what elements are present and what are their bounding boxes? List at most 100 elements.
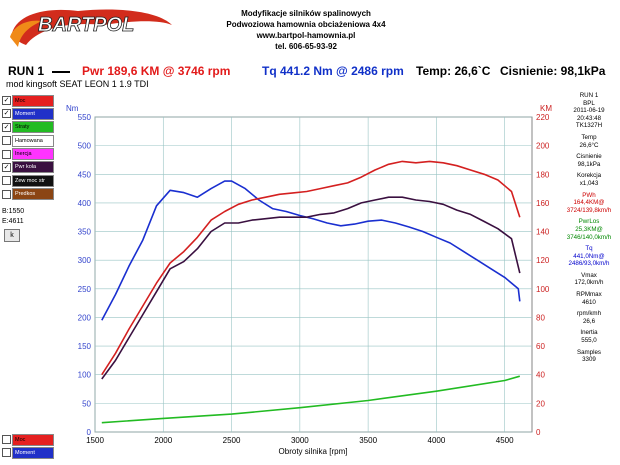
info-block: Vmax 172,0km/h xyxy=(563,272,615,287)
legend-swatch: Inercja xyxy=(12,148,54,161)
right-tick-label: 120 xyxy=(536,256,550,265)
right-tick-label: 180 xyxy=(536,170,550,179)
grid-lines xyxy=(94,116,532,433)
legend-checkbox[interactable]: ✓ xyxy=(2,96,11,105)
legend-item-zew-moc-str[interactable]: Zew moc str xyxy=(2,174,54,187)
torque-summary: Tq 441.2 Nm @ 2486 rpm xyxy=(262,64,404,78)
legend-checkbox[interactable] xyxy=(2,136,11,146)
x-tick-label: 3000 xyxy=(291,436,309,445)
info-panel: RUN 1 BPL 2011-06-19 20:43:48 TK1327H Temp 26,… xyxy=(563,92,615,368)
legend-swatch: Hamowana xyxy=(12,134,54,147)
legend-checkbox[interactable]: ✓ xyxy=(2,162,11,172)
info-block: RPMmax 4610 xyxy=(563,291,615,306)
legend-item-moc[interactable]: Moc xyxy=(2,433,54,446)
data-lines xyxy=(101,160,521,424)
run-label: RUN 1 xyxy=(8,64,45,78)
info-block: RUN 1 BPL 2011-06-19 20:43:48 TK1327H xyxy=(563,92,615,130)
left-tick-label: 400 xyxy=(78,199,92,208)
info-line: Cisnienie xyxy=(576,153,602,161)
info-block: PwrLos 25,3KM@ 3746/140,0km/h xyxy=(563,218,615,241)
info-line: 3309 xyxy=(582,356,596,364)
legend-item-moc[interactable]: ✓ Moc xyxy=(2,94,54,107)
info-line: 2486/93,0km/h xyxy=(568,260,610,268)
info-line: rpm/kmh xyxy=(576,310,602,318)
x-tick-label: 2500 xyxy=(223,436,241,445)
right-tick-label: 160 xyxy=(536,199,550,208)
power-summary: Pwr 189,6 KM @ 3746 rpm xyxy=(82,64,231,78)
series-legend: ✓ Moc ✓ Moment ✓ Straty Hamowana Inercja ✓ Pwr ko… xyxy=(2,94,54,201)
legend-item-inercja[interactable]: Inercja xyxy=(2,148,54,161)
header-text: Modyfikacje silników spalinowych Podwozi… xyxy=(188,8,424,52)
axis-ticks: 1500 2000 2500 3000 3500 4000 4500050100150200… xyxy=(78,113,550,445)
right-tick-label: 40 xyxy=(536,371,545,380)
info-block: Inertia 555,0 xyxy=(563,329,615,344)
wheel-power-line xyxy=(101,196,521,380)
legend-item-hamowana[interactable]: Hamowana xyxy=(2,134,54,147)
model-label: mod kingsoft SEAT LEON 1 1.9 TDI xyxy=(6,79,149,89)
right-tick-label: 100 xyxy=(536,285,550,294)
legend-item-moment[interactable]: Moment xyxy=(2,446,54,459)
summary-bar: RUN 1 Pwr 189,6 KM @ 3746 rpm Tq 441.2 N… xyxy=(0,64,620,80)
temperature-summary: Temp: 26,6`C xyxy=(416,64,491,78)
x-tick-label: 4000 xyxy=(428,436,446,445)
info-line: 25,3KM@ xyxy=(575,225,603,233)
header-line-1: Modyfikacje silników spalinowych xyxy=(241,9,371,18)
info-block: Tq 441,0Nm@ 2486/93,0km/h xyxy=(563,245,615,268)
legend-swatch: Predkos xyxy=(12,188,54,201)
info-line: 3746/140,0km/h xyxy=(566,233,612,241)
info-line: 4610 xyxy=(582,298,596,306)
info-line: PwrLos xyxy=(578,218,600,226)
left-axis-unit: Nm xyxy=(66,104,79,113)
legend-swatch: Moment xyxy=(12,446,54,459)
left-tick-label: 150 xyxy=(78,342,92,351)
right-axis-unit: KM xyxy=(540,104,552,113)
info-line: 3724/139,8km/h xyxy=(566,206,612,214)
legend-checkbox[interactable] xyxy=(2,435,11,444)
legend-swatch: Moc xyxy=(12,94,54,107)
info-line: Inertia xyxy=(580,329,598,337)
header-line-3: www.bartpol-hamownia.pl xyxy=(256,31,356,40)
logo-text: BARTPOL xyxy=(38,14,134,36)
legend-swatch: Pwr kola xyxy=(12,161,54,174)
left-tick-label: 300 xyxy=(78,256,92,265)
left-tick-label: 200 xyxy=(78,313,92,322)
info-block: Samples 3309 xyxy=(563,349,615,364)
info-block: Temp 26,6°C xyxy=(563,134,615,149)
legend-checkbox[interactable]: ✓ xyxy=(2,122,11,132)
k-button[interactable]: k xyxy=(4,229,20,242)
right-tick-label: 60 xyxy=(536,342,545,351)
x-tick-label: 4500 xyxy=(496,436,514,445)
range-end: E:4611 xyxy=(2,218,24,225)
legend-checkbox[interactable] xyxy=(2,189,11,199)
left-tick-label: 450 xyxy=(78,170,92,179)
right-tick-label: 80 xyxy=(536,313,545,322)
info-line: Vmax xyxy=(581,271,597,279)
bottom-legend: Moc Moment xyxy=(2,433,54,460)
bartpol-logo: BARTPOL xyxy=(10,9,172,47)
run-line-swatch xyxy=(52,71,70,73)
x-tick-label: 3500 xyxy=(359,436,377,445)
info-line: Samples xyxy=(576,348,602,356)
legend-checkbox[interactable]: ✓ xyxy=(2,109,11,119)
info-line: RUN 1 xyxy=(579,92,599,99)
left-tick-label: 50 xyxy=(82,399,91,408)
info-line: Temp xyxy=(581,133,597,141)
left-tick-label: 500 xyxy=(78,142,92,151)
legend-item-straty[interactable]: ✓ Straty xyxy=(2,121,54,134)
info-line: TK1327H xyxy=(575,122,603,130)
legend-item-predkos[interactable]: Predkos xyxy=(2,188,54,201)
legend-item-moment[interactable]: ✓ Moment xyxy=(2,107,54,120)
legend-item-pwr-kola[interactable]: ✓ Pwr kola xyxy=(2,161,54,174)
legend-checkbox[interactable] xyxy=(2,448,11,458)
info-line: x1,043 xyxy=(579,179,599,187)
info-line: Korekcja xyxy=(576,172,602,180)
x-tick-label: 1500 xyxy=(86,436,104,445)
right-tick-label: 220 xyxy=(536,113,550,122)
legend-checkbox[interactable] xyxy=(2,149,11,159)
legend-checkbox[interactable] xyxy=(2,176,11,186)
info-line: 555,0 xyxy=(581,337,597,345)
info-line: 26,6 xyxy=(582,317,596,325)
left-tick-label: 250 xyxy=(78,285,92,294)
info-line: 441,0Nm@ xyxy=(573,252,605,260)
